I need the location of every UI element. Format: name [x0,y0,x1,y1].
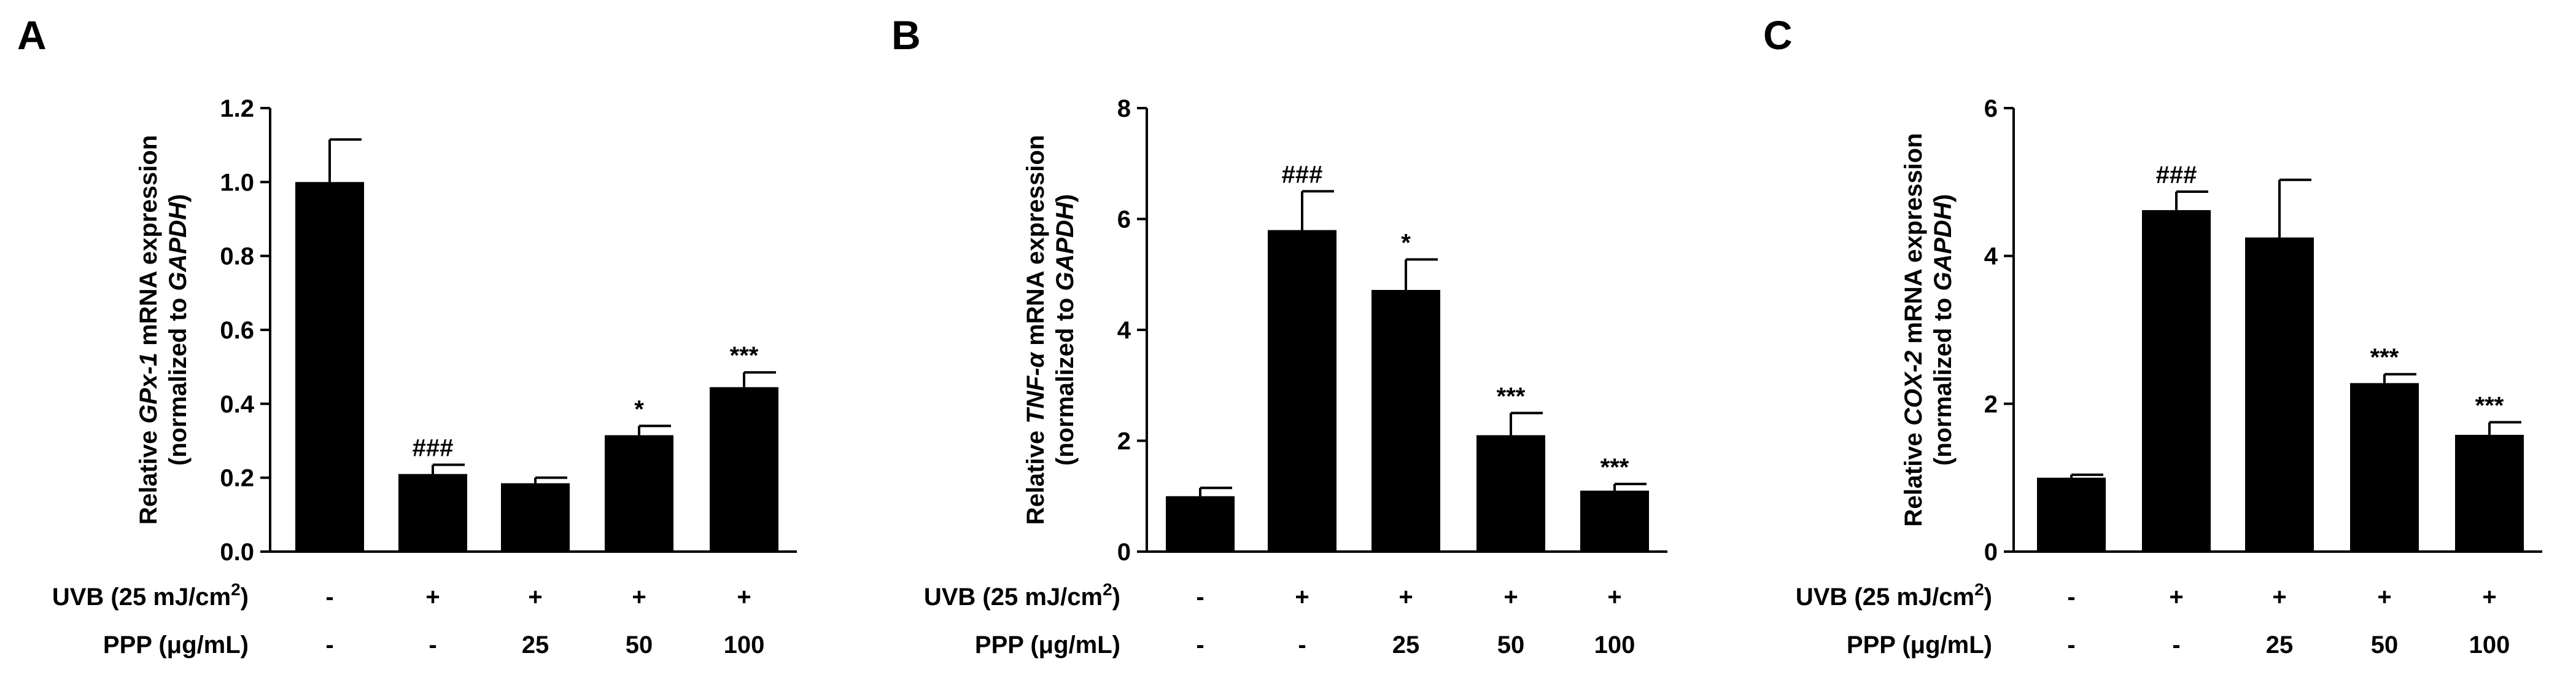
y-tick-label: 0.4 [220,391,254,418]
uvb-row-value: + [632,584,646,611]
panel-a: A 0.0 0.2 0.4 0.6 0.8 1.0 1.2 Relative GPx-1 mRN… [17,12,797,659]
significance-label: *** [2370,344,2399,371]
y-tick-label: 2 [1117,428,1131,455]
significance-label: * [634,396,644,423]
ppp-row-value: - [1196,631,1204,659]
y-tick-label: 4 [1117,317,1131,344]
significance-label: *** [1497,383,1526,410]
y-axis-title: Relative COX-2 mRNA expression [1900,133,1927,527]
bar [398,474,467,552]
ppp-row-value: - [325,631,333,659]
uvb-row-value: + [2169,584,2183,611]
y-tick-label: 1.0 [220,169,254,196]
ppp-row-value: 50 [626,631,653,659]
y-tick-label: 0.2 [220,465,254,492]
ppp-row-value: 25 [522,631,549,659]
y-axis-title-line2: (normalized to GAPDH) [1052,194,1079,466]
uvb-row-value: + [1607,584,1621,611]
ppp-row-value: 25 [2266,631,2294,659]
y-axis-title-line2: (normalized to GAPDH) [165,194,192,466]
bar [1580,490,1649,552]
ppp-row-label: PPP (μg/mL) [975,631,1120,659]
bar [2350,383,2419,552]
y-tick-label: 0 [1117,539,1131,566]
panel-c: C 0 2 4 6 Relative COX-2 mRNA expression(norm… [1763,12,2542,659]
panel-letter: B [891,12,921,58]
bar [2037,477,2106,552]
y-tick-label: 6 [1984,95,1998,122]
uvb-row-value: + [425,584,440,611]
ppp-row-value: - [1298,631,1306,659]
bar [1268,230,1336,552]
bar [2245,237,2314,552]
uvb-row-label: UVB (25 mJ/cm2) [52,580,249,611]
y-tick-label: 6 [1117,206,1131,233]
y-tick-label: 0 [1984,539,1998,566]
bar [710,387,778,552]
uvb-row-value: - [2067,584,2075,611]
y-tick-label: 4 [1984,243,1998,270]
ppp-row-value: 50 [2371,631,2399,659]
uvb-row-value: + [1399,584,1413,611]
significance-label: ### [413,435,454,462]
bar [501,483,570,552]
bar [2455,434,2524,552]
uvb-row-value: + [737,584,751,611]
uvb-row-value: + [1295,584,1309,611]
y-tick-label: 0.8 [220,243,254,270]
uvb-row-label: UVB (25 mJ/cm2) [924,580,1120,611]
bar [2142,210,2211,552]
ppp-row-label: PPP (μg/mL) [103,631,249,659]
bar [295,182,364,552]
y-tick-label: 8 [1117,95,1131,122]
ppp-row-value: 100 [2469,631,2510,659]
y-axis-title: Relative GPx-1 mRNA expression [135,135,162,525]
significance-label: ### [2156,162,2197,189]
uvb-row-value: + [1503,584,1518,611]
panel-letter: C [1763,12,1793,58]
uvb-row-value: - [325,584,333,611]
uvb-row-value: + [2482,584,2496,611]
ppp-row-value: - [2172,631,2180,659]
y-axis-title-line2: (normalized to GAPDH) [1930,194,1957,466]
panel-b: B 0 2 4 6 8 Relative TNF-α mRNA expression(nor… [891,12,1667,659]
ppp-row-value: - [429,631,436,659]
ppp-row-value: 50 [1497,631,1525,659]
significance-label: *** [2475,392,2504,419]
significance-label: ### [1282,161,1323,188]
uvb-row-label: UVB (25 mJ/cm2) [1796,580,1992,611]
ppp-row-label: PPP (μg/mL) [1847,631,1992,659]
bar [1371,290,1440,552]
uvb-row-value: + [528,584,542,611]
ppp-row-value: - [2067,631,2075,659]
uvb-row-value: + [2272,584,2286,611]
significance-label: *** [730,342,759,369]
ppp-row-value: 100 [1594,631,1635,659]
bar [605,435,673,552]
y-tick-label: 1.2 [220,95,254,122]
ppp-row-value: 100 [724,631,765,659]
y-tick-label: 0.6 [220,317,254,344]
panel-letter: A [17,12,47,58]
uvb-row-value: - [1196,584,1204,611]
y-tick-label: 2 [1984,391,1998,418]
y-tick-label: 0.0 [220,539,254,566]
significance-label: * [1401,229,1411,256]
uvb-row-value: + [2377,584,2391,611]
bar [1166,496,1235,552]
ppp-row-value: 25 [1392,631,1420,659]
bar [1476,435,1545,552]
significance-label: *** [1600,454,1629,481]
y-axis-title: Relative TNF-α mRNA expression [1022,135,1049,525]
